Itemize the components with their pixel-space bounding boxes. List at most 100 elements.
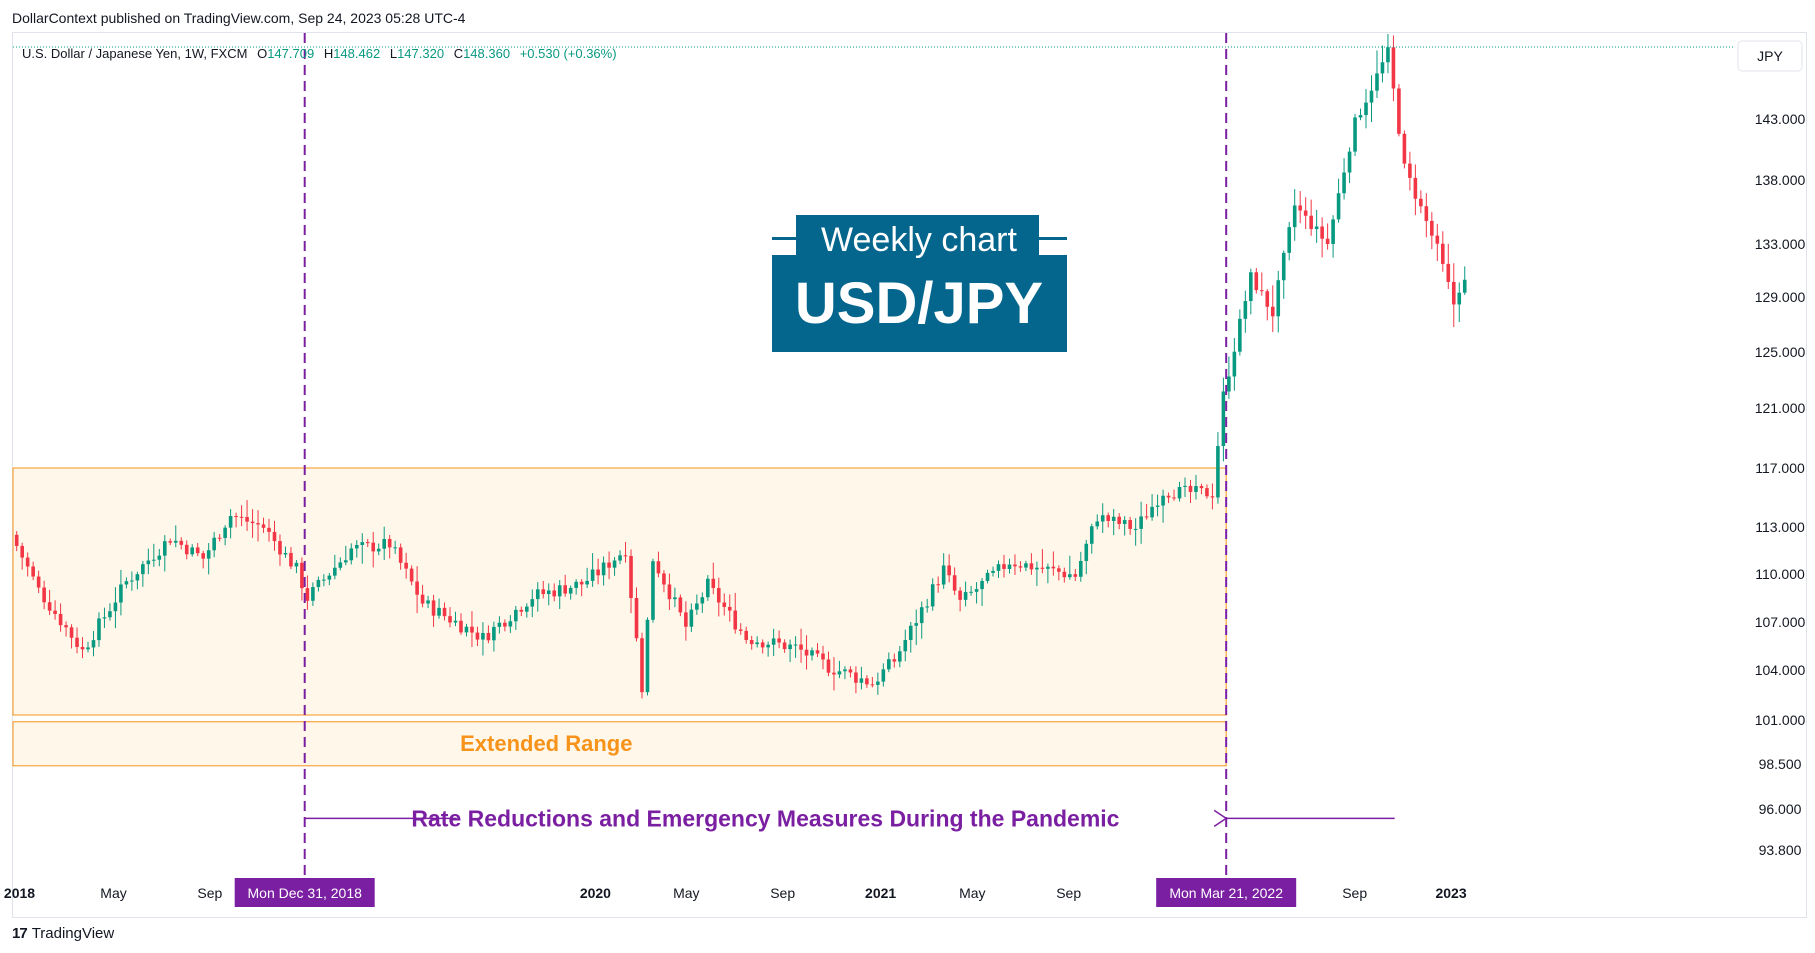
candle-body — [75, 637, 79, 647]
candle-body — [1287, 227, 1292, 253]
candle-body — [810, 650, 814, 656]
time-tick-label: May — [959, 885, 985, 901]
extended-range-label: Extended Range — [460, 731, 632, 756]
candle-body — [1243, 301, 1248, 319]
price-tick-label: 129.000 — [1755, 289, 1806, 305]
candle-body — [190, 547, 195, 555]
currency-badge[interactable] — [1737, 40, 1803, 72]
time-tick-label: Sep — [1056, 885, 1081, 901]
time-axis: 2018MaySep2020MaySep2021MaySep20Sep2023M… — [4, 878, 1467, 907]
candle-body — [14, 534, 19, 546]
candle-body — [1040, 567, 1045, 569]
candle-body — [130, 580, 134, 582]
candle-body — [1073, 574, 1078, 577]
candle-body — [1035, 567, 1039, 570]
candle-body — [897, 651, 902, 662]
candle-body — [640, 638, 644, 693]
candle-body — [448, 616, 452, 623]
candle-body — [788, 644, 792, 650]
candle-body — [1457, 292, 1462, 305]
candle-body — [486, 632, 491, 641]
candle-body — [716, 588, 721, 603]
candle-body — [1106, 515, 1111, 521]
time-highlight-badge[interactable] — [1156, 878, 1297, 907]
candle-body — [1161, 495, 1165, 506]
open-label: O — [257, 46, 268, 61]
candle-body — [344, 560, 348, 563]
candle-body — [1397, 88, 1401, 134]
candle-body — [371, 542, 376, 552]
symbol-legend[interactable]: U.S. Dollar / Japanese Yen, 1W, FXCM O14… — [22, 46, 617, 61]
candle-body — [327, 575, 332, 580]
candle-body — [1133, 528, 1138, 530]
candle-body — [985, 572, 990, 581]
candle-body — [1419, 198, 1423, 207]
candle-body — [952, 575, 957, 591]
candle-body — [1051, 566, 1056, 569]
candle-body — [42, 587, 46, 603]
pandemic-annotation-label: Rate Reductions and Emergency Measures D… — [411, 805, 1119, 831]
candle-body — [1435, 235, 1440, 244]
candle-body — [124, 581, 129, 585]
candle-body — [711, 578, 716, 589]
candle-body — [706, 578, 710, 598]
candle-body — [228, 516, 233, 528]
candle-body — [481, 632, 485, 640]
time-tick-label: Sep — [1342, 885, 1367, 901]
candle-body — [289, 552, 293, 567]
low-label: L — [389, 46, 398, 61]
candle-body — [908, 625, 913, 640]
candle-body — [673, 597, 677, 600]
candle-body — [744, 630, 749, 641]
candle-body — [793, 644, 798, 646]
candle-body — [508, 621, 513, 627]
candle-body — [859, 678, 864, 683]
candle-body — [936, 584, 940, 586]
candle-body — [645, 619, 650, 693]
candle-body — [1281, 252, 1286, 281]
candle-body — [322, 579, 326, 581]
candle-body — [925, 606, 930, 608]
tradingview-brand[interactable]: 17 TradingView — [12, 925, 114, 942]
candle-body — [1249, 272, 1253, 302]
candle-body — [47, 602, 52, 611]
price-tick-label: 96.000 — [1759, 801, 1802, 817]
candle-body — [958, 590, 962, 600]
candle-body — [256, 523, 260, 525]
candle-body — [234, 516, 238, 518]
candle-body — [239, 516, 244, 518]
title-box-line1: Weekly chart — [821, 221, 1017, 259]
candle-body — [349, 548, 354, 561]
candle-body — [996, 564, 1001, 571]
candle-body — [179, 540, 184, 545]
candle-body — [25, 557, 30, 567]
candle-body — [766, 644, 770, 648]
candle-body — [173, 540, 178, 543]
candle-body — [727, 606, 732, 611]
candle-body — [1347, 151, 1352, 173]
candle-body — [590, 569, 595, 581]
candle-body — [722, 602, 727, 607]
candle-body — [80, 646, 85, 650]
time-highlight-badge[interactable] — [234, 878, 375, 907]
candle-body — [689, 609, 694, 627]
price-tick-label: 125.000 — [1755, 344, 1806, 360]
time-tick-label: May — [673, 885, 699, 901]
candle-body — [876, 681, 880, 685]
candle-body — [1451, 281, 1456, 305]
candle-body — [738, 629, 743, 631]
candle-body — [464, 626, 469, 633]
title-box — [772, 237, 1067, 352]
candle-body — [1314, 226, 1319, 229]
pandemic-arrowhead — [1213, 809, 1228, 827]
candle-body — [97, 618, 101, 641]
candle-body — [184, 544, 189, 555]
time-tick-label: 2023 — [1435, 885, 1466, 901]
candle-body — [1007, 564, 1012, 569]
candle-body — [579, 581, 584, 585]
candle-body — [749, 640, 754, 645]
candles — [14, 33, 1467, 699]
candle-body — [437, 607, 441, 616]
price-tick-label: 107.000 — [1755, 614, 1806, 630]
